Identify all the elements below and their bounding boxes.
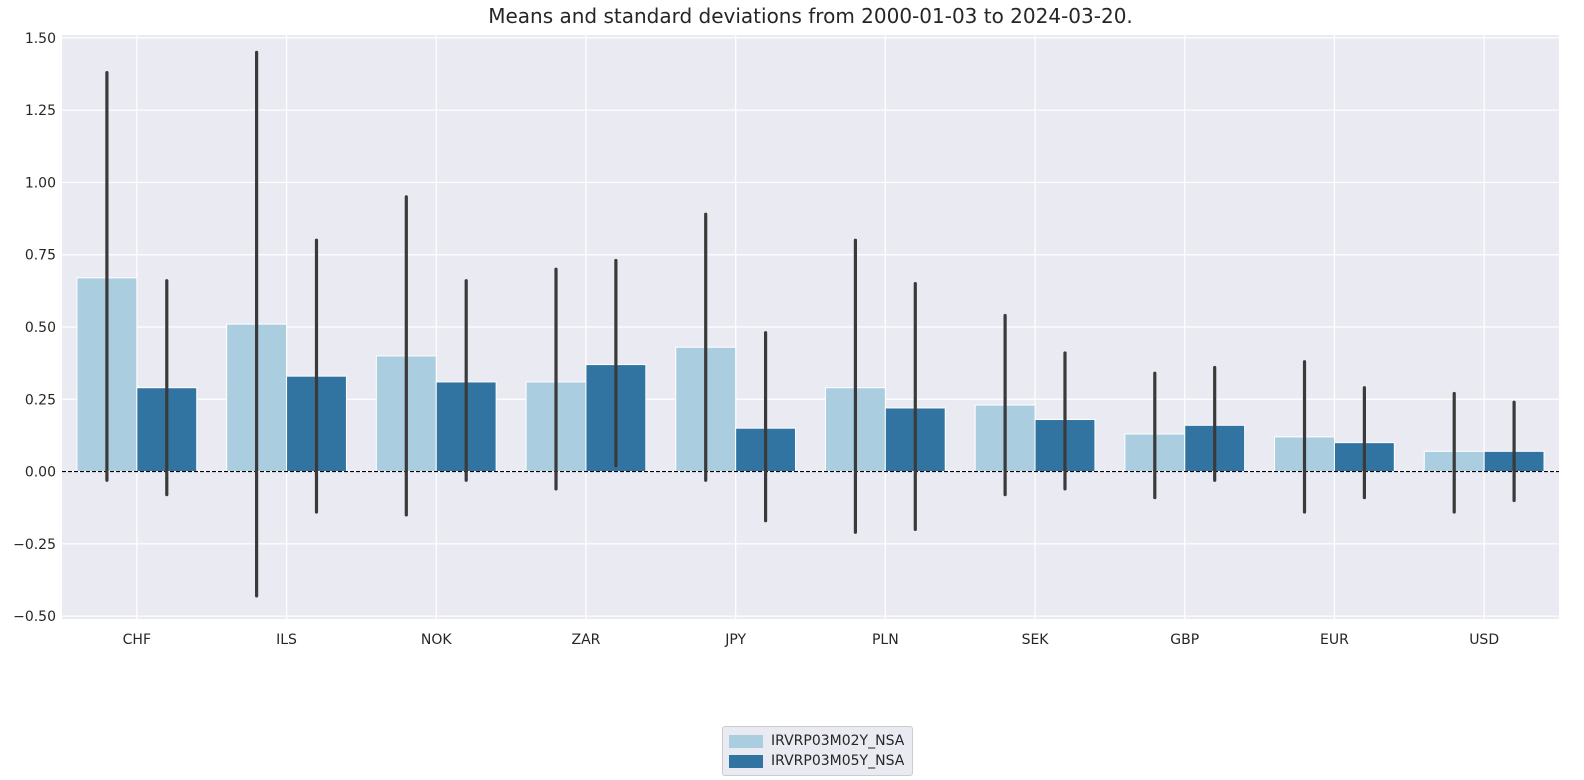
y-tick-label: 1.50 [25, 31, 56, 47]
y-tick-label: 1.25 [25, 103, 56, 119]
legend-label: IRVRP03M02Y_NSA [771, 733, 905, 749]
legend: IRVRP03M02Y_NSA IRVRP03M05Y_NSA [722, 726, 914, 776]
bar-chart: −0.50 −0.25 0.00 0.25 0.50 0.75 1.00 1.25 1.50 C… [13, 31, 1559, 648]
y-tick-label: −0.50 [13, 609, 56, 625]
y-tick-label: 1.00 [25, 175, 56, 191]
legend-label: IRVRP03M05Y_NSA [771, 753, 905, 769]
x-tick-label: SEK [1022, 632, 1050, 648]
legend-swatch [729, 734, 763, 748]
error-bars [105, 50, 1516, 598]
y-axis: −0.50 −0.25 0.00 0.25 0.50 0.75 1.00 1.25 1.50 [13, 31, 56, 625]
x-tick-label: USD [1469, 632, 1499, 648]
chart-title: Means and standard deviations from 2000-… [488, 4, 1133, 28]
x-tick-label: ZAR [571, 632, 600, 648]
x-tick-label: NOK [421, 632, 452, 648]
y-tick-label: 0.00 [25, 465, 56, 481]
x-tick-label: JPY [724, 632, 746, 648]
grid-lines [62, 35, 1559, 619]
x-tick-label: ILS [276, 632, 297, 648]
legend-entry: IRVRP03M05Y_NSA [729, 751, 904, 771]
x-tick-label: EUR [1320, 632, 1349, 648]
x-tick-label: PLN [872, 632, 899, 648]
x-axis: CHF ILS NOK ZAR JPY PLN SEK GBP EUR USD [123, 632, 1499, 648]
y-tick-label: −0.25 [13, 537, 56, 553]
y-tick-label: 0.50 [25, 320, 56, 336]
y-tick-label: 0.75 [25, 248, 56, 264]
x-tick-label: CHF [123, 632, 151, 648]
legend-swatch [729, 754, 763, 768]
y-tick-label: 0.25 [25, 392, 56, 408]
legend-entry: IRVRP03M02Y_NSA [729, 731, 904, 751]
x-tick-label: GBP [1170, 632, 1199, 648]
